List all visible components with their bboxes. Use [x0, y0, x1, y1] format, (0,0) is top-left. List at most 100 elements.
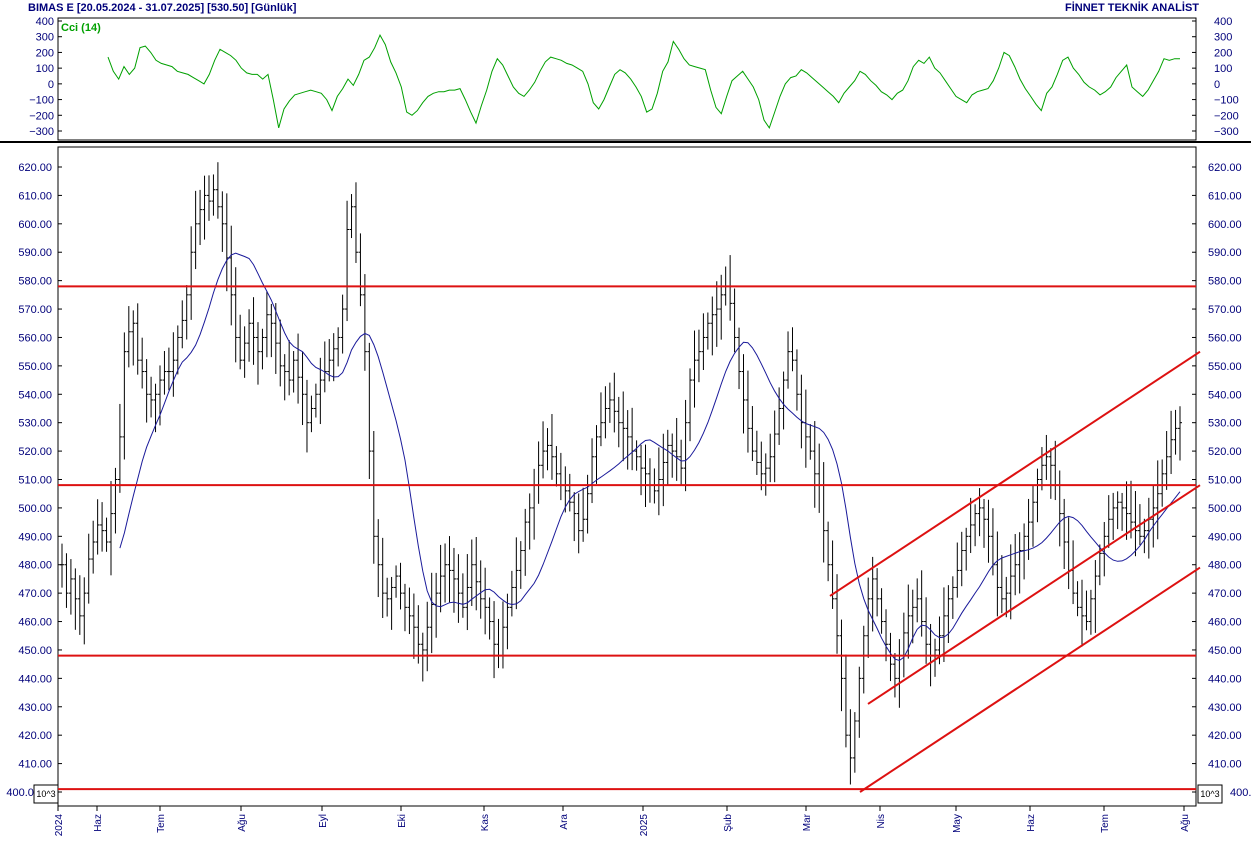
price-tick-label-left: 490.00 [18, 531, 52, 543]
price-bar [1088, 589, 1093, 635]
price-bar [594, 425, 599, 484]
price-bar [273, 303, 278, 374]
price-bar [839, 619, 844, 712]
indicator-frame [57, 17, 1197, 141]
price-bar [211, 174, 216, 216]
price-bar [1160, 459, 1165, 507]
price-bar [616, 396, 621, 448]
cci-tick-label-left: 300 [36, 32, 54, 44]
price-bar [777, 387, 782, 445]
price-bar [296, 333, 301, 404]
price-bar [781, 371, 786, 430]
price-bar [1142, 518, 1147, 554]
price-bar [202, 175, 207, 240]
price-frame [57, 146, 1197, 807]
price-bar [910, 589, 915, 644]
price-bar [959, 531, 964, 587]
price-bar [389, 576, 394, 630]
cci-tick-label-left: −100 [29, 95, 54, 107]
chart-title: BIMAS E [20.05.2024 - 31.07.2025] [530.5… [28, 2, 297, 14]
price-bar [696, 329, 701, 383]
price-tick-label-left: 580.00 [18, 276, 52, 288]
price-tick-label-left: 550.00 [18, 361, 52, 373]
price-bar [238, 314, 243, 370]
cci-tick-label-right: −200 [1214, 110, 1239, 122]
cci-label: Cci (14) [61, 22, 101, 34]
price-bar [131, 310, 136, 366]
price-bar [901, 612, 906, 678]
price-tick-label-left: 470.00 [18, 588, 52, 600]
price-bar [229, 225, 234, 326]
price-bar [567, 473, 572, 512]
price-bar [425, 601, 430, 672]
price-bar [1008, 544, 1013, 620]
price-bar [300, 351, 305, 426]
price-bar [144, 359, 149, 423]
x-tick-label: Tem [1100, 814, 1111, 833]
price-tick-label-left: 500.00 [18, 503, 52, 515]
price-bar [772, 410, 777, 483]
price-bar [759, 441, 764, 491]
price-bar [371, 431, 376, 564]
price-bar [1062, 498, 1067, 569]
price-bar [745, 370, 750, 453]
price-bar [892, 653, 897, 698]
price-bar [590, 438, 595, 504]
price-bar [719, 274, 724, 340]
price-bar [857, 666, 862, 738]
cci-tick-label-right: 400 [1214, 16, 1232, 28]
price-bar [260, 328, 265, 370]
price-bar [68, 559, 73, 615]
price-bar [420, 632, 425, 682]
price-bar [1048, 448, 1053, 499]
price-bar [336, 327, 341, 367]
price-bar [407, 587, 412, 635]
price-tick-label-right: 580.00 [1208, 276, 1242, 288]
price-bar [77, 575, 82, 635]
price-bar [438, 544, 443, 613]
price-bar [955, 542, 960, 598]
price-bar [1155, 460, 1160, 540]
price-bar [149, 376, 154, 418]
price-bar [86, 533, 91, 604]
price-bar [340, 294, 345, 354]
price-bar [460, 573, 465, 618]
cci-tick-label-left: −200 [29, 110, 54, 122]
cci-tick-label-right: 200 [1214, 47, 1232, 59]
price-bar [1164, 431, 1169, 490]
price-bar [500, 601, 505, 669]
price-bar [398, 562, 403, 610]
price-bar [875, 568, 880, 617]
price-tick-label-right: 610.00 [1208, 190, 1242, 202]
price-bar [282, 354, 287, 401]
price-bar [794, 349, 799, 411]
price-tick-label-right: 590.00 [1208, 247, 1242, 259]
price-bar [888, 632, 893, 682]
axis-badge-right-box [1197, 784, 1223, 804]
price-bar [140, 337, 145, 389]
price-bar [986, 499, 991, 563]
price-bar [1111, 492, 1116, 540]
x-tick-label: Kas [480, 814, 491, 831]
price-bar [345, 200, 350, 322]
price-bar [968, 497, 973, 554]
price-bar [848, 709, 853, 785]
price-bar [1044, 434, 1049, 480]
price-bar [714, 281, 719, 347]
price-bar [1106, 495, 1111, 548]
cci-tick-label-left: 200 [36, 47, 54, 59]
price-bar [309, 395, 314, 433]
price-bar [1169, 410, 1174, 475]
price-bar [175, 325, 180, 375]
price-bar [1084, 590, 1089, 631]
price-bar [1115, 491, 1120, 530]
price-bar [362, 274, 367, 371]
price-bar [251, 297, 256, 365]
x-tick-label: Tem [156, 814, 167, 833]
price-bar [514, 537, 519, 610]
price-bar [180, 300, 185, 349]
price-bar [527, 493, 532, 550]
price-bar [897, 639, 902, 708]
price-bar [656, 447, 661, 516]
price-bar [639, 444, 644, 496]
